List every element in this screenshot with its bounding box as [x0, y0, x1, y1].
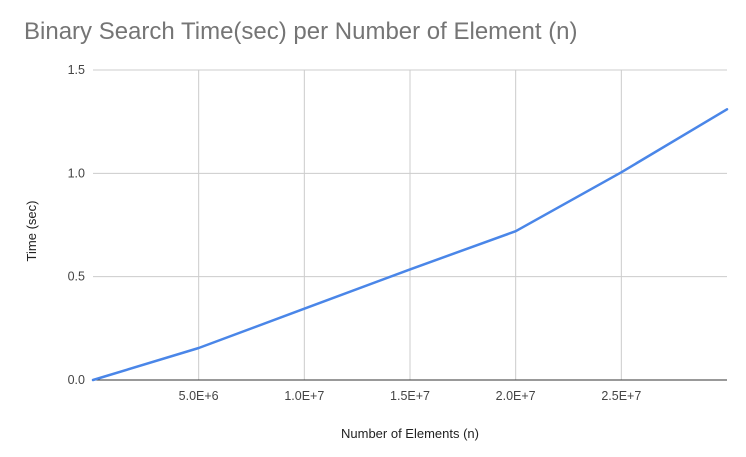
x-tick-label: 5.0E+6 — [179, 389, 219, 403]
y-tick-label: 1.5 — [68, 63, 85, 77]
series-group — [91, 108, 729, 382]
chart-title: Binary Search Time(sec) per Number of El… — [24, 18, 578, 45]
x-tick-label: 1.0E+7 — [284, 389, 324, 403]
x-axis-label: Number of Elements (n) — [341, 426, 479, 441]
series-line — [91, 108, 729, 382]
x-tick-label: 1.5E+7 — [390, 389, 430, 403]
x-axis: 5.0E+6 1.0E+7 1.5E+7 2.0E+7 2.5E+7 — [93, 379, 727, 403]
grid-lines — [93, 69, 727, 380]
y-tick-label: 0.0 — [68, 373, 85, 387]
x-tick-label: 2.0E+7 — [496, 389, 536, 403]
y-tick-label: 0.5 — [68, 270, 85, 284]
x-tick-label: 2.5E+7 — [601, 389, 641, 403]
y-axis: 0.0 0.5 1.0 1.5 — [68, 63, 85, 387]
y-axis-label: Time (sec) — [24, 201, 39, 262]
y-tick-label: 1.0 — [68, 166, 85, 180]
